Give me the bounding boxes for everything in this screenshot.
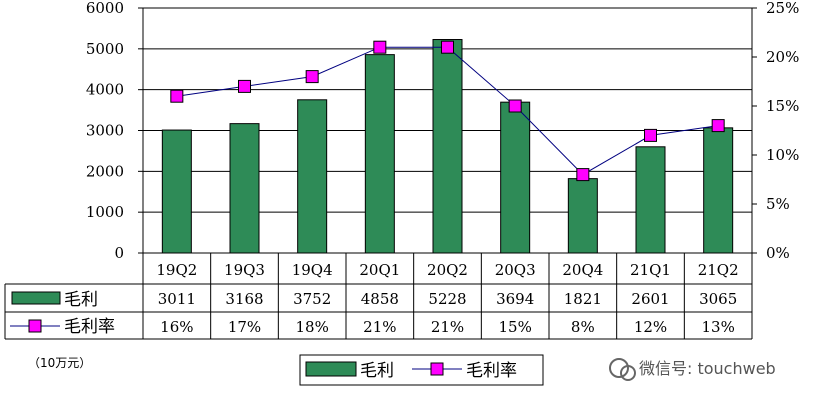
table-cell: 3752 xyxy=(293,290,331,308)
marker-19Q3 xyxy=(238,79,251,93)
bar-19Q2 xyxy=(161,129,192,254)
y-left-tick-label: 3000 xyxy=(86,122,124,140)
bar-19Q3 xyxy=(229,123,260,254)
bar-21Q2 xyxy=(703,127,734,254)
table-cell: 4858 xyxy=(361,290,399,308)
y-right-tick-label: 15% xyxy=(766,97,799,115)
legend-label: 毛利 xyxy=(360,361,394,381)
marker-20Q2 xyxy=(441,40,454,54)
table-cell: 18% xyxy=(295,318,328,336)
axes: 0 1000 2000 3000 4000 5000 6000 0% 5% 10% 15% 20% 25… xyxy=(86,0,800,262)
bar-20Q2 xyxy=(432,39,463,254)
y-left-tick-label: 6000 xyxy=(86,0,124,17)
y-left-tick-label: 4000 xyxy=(86,81,124,99)
legend-key-bar xyxy=(305,361,357,377)
x-tick-label: 19Q4 xyxy=(292,261,333,279)
bar-series xyxy=(161,39,734,254)
y-right-tick-label: 20% xyxy=(766,48,799,66)
marker-20Q3 xyxy=(508,99,522,113)
bar-21Q1 xyxy=(635,146,666,254)
table-cell: 21% xyxy=(431,318,464,336)
bar-20Q1 xyxy=(364,54,395,254)
legend-key-marker xyxy=(430,362,444,376)
x-tick-label: 19Q2 xyxy=(156,261,197,279)
watermark: 微信号: touchweb xyxy=(609,358,776,381)
x-tick-label: 20Q4 xyxy=(562,261,603,279)
table-cell: 2601 xyxy=(631,290,669,308)
table-cell: 15% xyxy=(498,318,531,336)
table-cell: 13% xyxy=(701,318,734,336)
marker-20Q4 xyxy=(576,168,590,182)
y-left-tick-label: 1000 xyxy=(86,203,124,221)
y-left-tick-label: 2000 xyxy=(86,162,124,180)
x-tick-label: 20Q3 xyxy=(495,261,536,279)
bar-20Q4 xyxy=(567,178,598,254)
y-left-tick-label: 0 xyxy=(114,244,124,262)
wechat-icon-bubble xyxy=(620,365,636,381)
line-series xyxy=(170,40,725,182)
plot-frame xyxy=(142,7,753,254)
marker-20Q1 xyxy=(373,40,387,54)
row-header: 毛利率 xyxy=(64,317,115,337)
y-right-tick-label: 5% xyxy=(766,195,790,213)
bar-20Q3 xyxy=(500,101,531,254)
marker-21Q1 xyxy=(644,128,657,142)
bar-19Q4 xyxy=(297,99,328,254)
table-cell: 5228 xyxy=(428,290,466,308)
y-right-tick-label: 10% xyxy=(766,146,799,164)
x-tick-label: 19Q3 xyxy=(224,261,265,279)
legend-label: 毛利率 xyxy=(466,361,517,381)
y-right-tick-label: 0% xyxy=(766,244,790,262)
table-cell: 17% xyxy=(228,318,261,336)
data-table: 19Q2 3011 16% 19Q3 3168 17% 19Q4 3752 18% 20Q1 485… xyxy=(4,253,753,340)
y-left-tick-label: 5000 xyxy=(86,40,124,58)
row-header: 毛利 xyxy=(64,290,98,310)
table-cell: 3011 xyxy=(158,290,196,308)
table-cell: 3065 xyxy=(699,290,737,308)
table-cell: 12% xyxy=(634,318,667,336)
marker-19Q4 xyxy=(305,70,319,84)
table-cell: 3168 xyxy=(225,290,263,308)
table-cell: 16% xyxy=(160,318,193,336)
x-tick-label: 20Q2 xyxy=(427,261,468,279)
x-tick-label: 20Q1 xyxy=(359,261,400,279)
table-cell: 1821 xyxy=(564,290,602,308)
table-cell: 8% xyxy=(571,318,595,336)
y-right-tick-label: 25% xyxy=(766,0,799,17)
table-cell: 3694 xyxy=(496,290,534,308)
legend: 毛利 毛利率 xyxy=(299,354,544,386)
watermark-text: 微信号: touchweb xyxy=(639,359,776,378)
table-cell: 21% xyxy=(363,318,396,336)
wechat-icon xyxy=(609,358,629,378)
row-key-marker xyxy=(28,319,42,333)
marker-19Q2 xyxy=(170,89,184,103)
x-tick-label: 21Q1 xyxy=(630,261,671,279)
unit-note: （10万元） xyxy=(28,356,91,370)
row-key-bar xyxy=(11,291,61,305)
x-tick-label: 21Q2 xyxy=(698,261,739,279)
marker-21Q2 xyxy=(711,119,725,133)
